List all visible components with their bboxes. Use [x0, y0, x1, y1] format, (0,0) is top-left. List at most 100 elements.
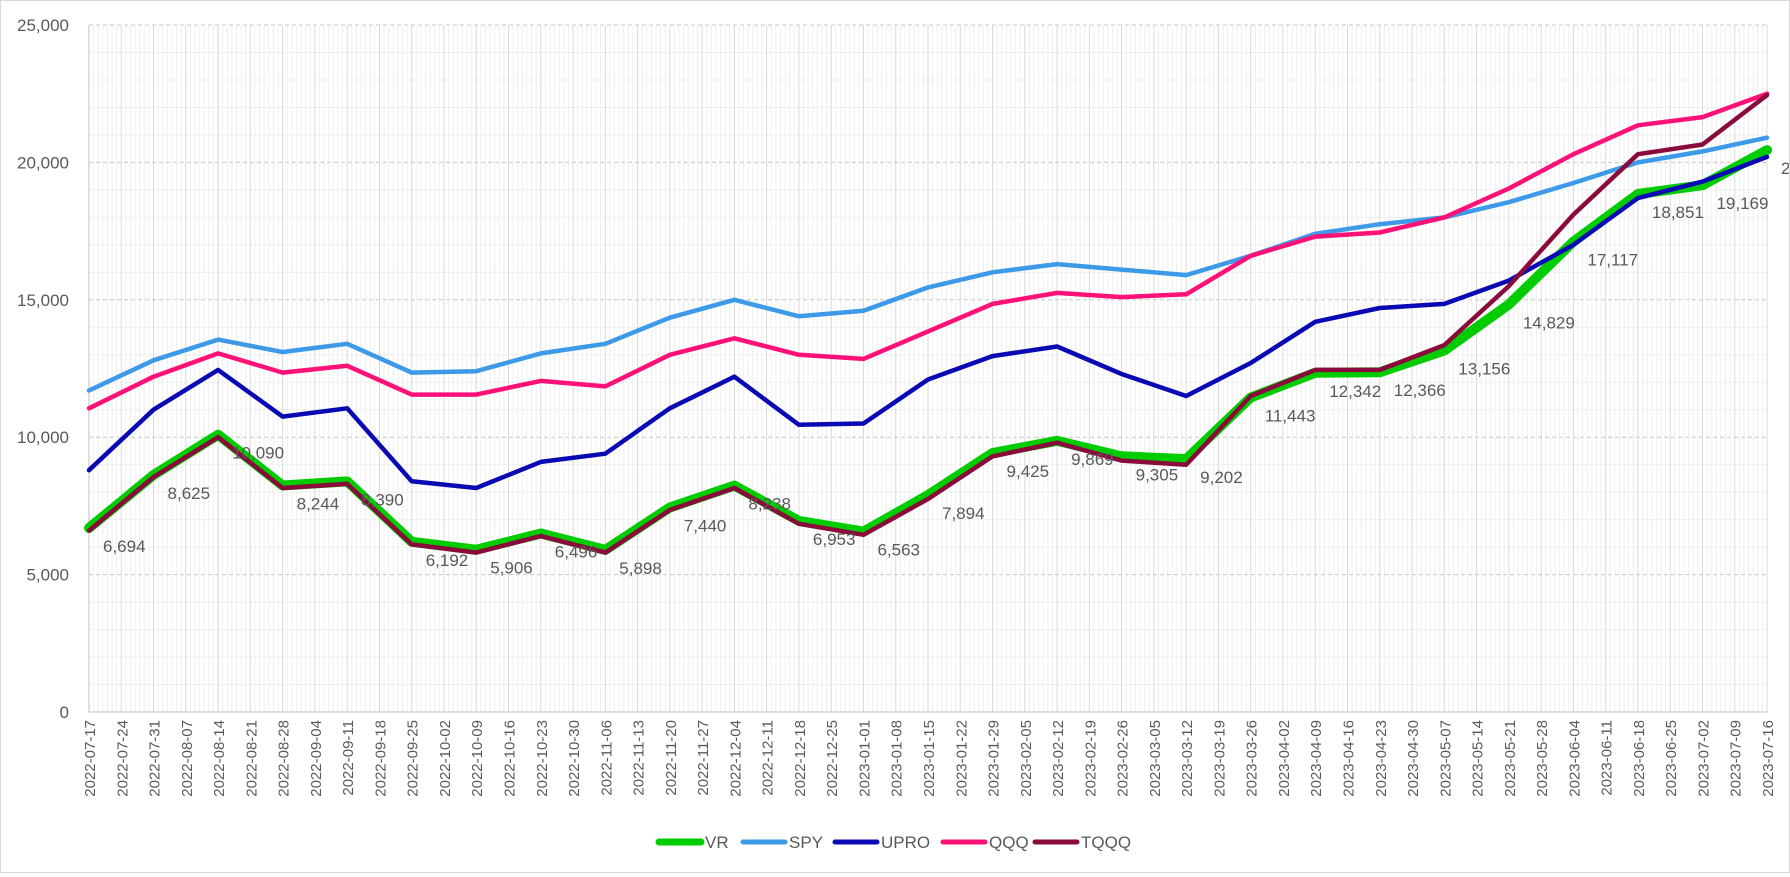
legend-label: UPRO: [881, 833, 930, 852]
x-tick-label: 2023-05-14: [1470, 720, 1487, 797]
data-label: 14,829: [1523, 313, 1575, 332]
data-label: 7,440: [684, 517, 727, 536]
data-label: 13,156: [1458, 359, 1510, 378]
x-tick-label: 2022-11-06: [598, 720, 615, 796]
y-tick-label: 0: [60, 703, 69, 722]
legend-label: VR: [705, 833, 729, 852]
x-tick-label: 2022-07-17: [82, 720, 99, 797]
x-tick-label: 2023-02-19: [1082, 720, 1099, 797]
series-line-upro: [86, 154, 1770, 491]
x-tick-label: 2022-07-24: [114, 720, 131, 797]
x-tick-label: 2022-08-21: [243, 720, 260, 797]
gridlines: [88, 24, 1768, 713]
x-tick-label: 2022-10-09: [469, 720, 486, 797]
data-label: 12,342: [1329, 382, 1381, 401]
x-tick-label: 2023-02-05: [1018, 720, 1035, 797]
data-label: 6,192: [426, 551, 469, 570]
x-tick-label: 2023-06-11: [1599, 720, 1616, 796]
x-tick-label: 2022-10-23: [534, 720, 551, 797]
data-label: 5,898: [619, 559, 662, 578]
x-tick-label: 2023-01-01: [856, 720, 873, 797]
data-label: 6,953: [813, 530, 856, 549]
data-label: 9,869: [1071, 450, 1114, 469]
x-tick-label: 2022-09-25: [405, 720, 422, 797]
y-axis: 0 5,000 10,000 15,000 20,000 25,000: [17, 16, 69, 722]
legend-item-upro: UPRO: [832, 833, 930, 852]
data-label: 8,238: [748, 495, 791, 514]
data-labels: 6,694 8,625 10,090 8,244 8,390 6,192 5,906 6,49…: [103, 159, 1790, 578]
legend-item-tqqq: TQQQ: [1032, 833, 1131, 852]
x-tick-label: 2023-03-26: [1244, 720, 1261, 797]
legend-item-vr: VR: [655, 833, 729, 852]
x-tick-label: 2023-05-28: [1534, 720, 1551, 797]
x-tick-label: 2023-07-09: [1728, 720, 1745, 797]
x-tick-label: 2023-04-09: [1308, 720, 1325, 797]
data-label: 19,169: [1716, 194, 1768, 213]
x-tick-label: 2022-10-30: [566, 720, 583, 797]
x-tick-label: 2022-09-04: [308, 720, 325, 797]
y-tick-label: 10,000: [17, 428, 69, 447]
series-lines: [84, 91, 1772, 555]
data-label: 6,694: [103, 537, 146, 556]
x-tick-label: 2022-12-11: [760, 720, 777, 796]
data-label: 6,563: [877, 541, 920, 560]
legend-item-qqq: QQQ: [940, 833, 1029, 852]
data-label: 8,390: [361, 490, 404, 509]
x-tick-label: 2023-04-02: [1276, 720, 1293, 797]
x-tick-label: 2022-09-18: [372, 720, 389, 797]
legend-label: SPY: [789, 833, 823, 852]
x-tick-label: 2023-06-18: [1631, 720, 1648, 797]
x-axis: 2022-07-17 2022-07-24 2022-07-31 2022-08-07…: [82, 720, 1777, 797]
y-tick-label: 15,000: [17, 291, 69, 310]
data-label: 6,496: [555, 542, 598, 561]
x-tick-label: 2023-07-16: [1760, 720, 1777, 797]
x-tick-label: 2022-10-02: [437, 720, 454, 797]
x-tick-label: 2023-02-12: [1050, 720, 1067, 797]
legend-label: QQQ: [989, 833, 1029, 852]
data-label: 20,446: [1781, 159, 1789, 178]
x-tick-label: 2023-04-16: [1341, 720, 1358, 797]
data-label: 10,090: [232, 444, 284, 463]
y-tick-label: 25,000: [17, 16, 69, 35]
series-line-spy: [86, 135, 1770, 393]
x-tick-label: 2023-03-05: [1147, 720, 1164, 797]
x-tick-label: 2022-11-13: [631, 720, 648, 796]
x-tick-label: 2022-08-28: [276, 720, 293, 797]
data-label: 8,625: [168, 484, 211, 503]
x-tick-label: 2022-12-04: [727, 720, 744, 797]
data-label: 7,894: [942, 504, 985, 523]
x-tick-label: 2023-06-25: [1663, 720, 1680, 797]
legend-label: TQQQ: [1081, 833, 1131, 852]
x-tick-label: 2022-12-25: [824, 720, 841, 797]
y-tick-label: 20,000: [17, 153, 69, 172]
y-tick-label: 5,000: [26, 566, 69, 585]
x-tick-label: 2023-04-30: [1405, 720, 1422, 797]
series-line-qqq: [86, 91, 1770, 411]
x-tick-label: 2023-01-29: [986, 720, 1003, 797]
x-tick-label: 2022-10-16: [502, 720, 519, 797]
data-label: 11,443: [1265, 407, 1316, 426]
data-label: 9,305: [1136, 465, 1179, 484]
x-tick-label: 2022-08-14: [211, 720, 228, 797]
x-tick-label: 2023-01-22: [953, 720, 970, 797]
data-label: 12,366: [1394, 381, 1446, 400]
x-tick-label: 2022-08-07: [179, 720, 196, 797]
x-tick-label: 2023-05-07: [1437, 720, 1454, 797]
x-tick-label: 2023-07-02: [1695, 720, 1712, 797]
x-tick-label: 2023-01-15: [921, 720, 938, 797]
x-tick-label: 2023-03-19: [1211, 720, 1228, 797]
legend-item-spy: SPY: [740, 833, 823, 852]
x-tick-label: 2023-02-26: [1115, 720, 1132, 797]
x-tick-label: 2023-06-04: [1566, 720, 1583, 797]
x-tick-label: 2023-05-21: [1502, 720, 1519, 797]
data-label: 18,851: [1652, 203, 1704, 222]
x-tick-label: 2022-07-31: [147, 720, 164, 797]
x-tick-label: 2023-04-23: [1373, 720, 1390, 797]
x-tick-label: 2022-11-20: [663, 720, 680, 796]
x-tick-label: 2022-12-18: [792, 720, 809, 797]
data-label: 9,425: [1007, 462, 1050, 481]
data-label: 5,906: [490, 559, 533, 578]
x-tick-label: 2023-03-12: [1179, 720, 1196, 797]
